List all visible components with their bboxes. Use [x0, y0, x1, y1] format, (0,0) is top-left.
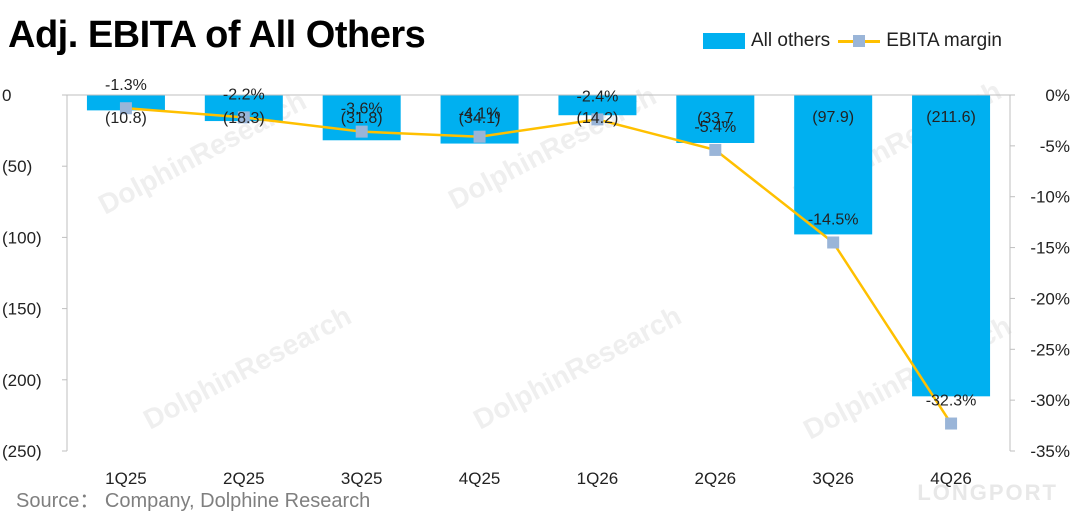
y-right-tick-label: -20%	[1030, 289, 1070, 308]
bar-4q26	[912, 95, 991, 397]
bar-1q26	[558, 95, 637, 116]
y-right-tick-label: -15%	[1030, 239, 1070, 258]
y-left-tick-label: (100)	[2, 228, 42, 247]
x-tick-label: 2Q26	[695, 469, 737, 488]
bar-value-label: (14.2)	[577, 110, 619, 127]
y-left-tick-label: (200)	[2, 371, 42, 390]
margin-marker-2q26	[709, 143, 722, 156]
x-tick-label: 1Q25	[105, 469, 147, 488]
bar-value-label: (211.6)	[926, 109, 976, 126]
margin-value-label: -4.1%	[459, 106, 501, 123]
bar-value-label: (10.8)	[105, 110, 147, 127]
margin-marker-1q26	[591, 113, 604, 126]
y-right-tick-label: -30%	[1030, 391, 1070, 410]
y-left-tick-label: (50)	[2, 157, 32, 176]
margin-value-label: -3.6%	[341, 101, 383, 118]
bar-value-label: (18.3)	[223, 110, 265, 127]
x-tick-label: 4Q25	[459, 469, 501, 488]
x-tick-label: 4Q26	[930, 469, 972, 488]
margin-value-label: -14.5%	[808, 211, 859, 228]
legend-label-bars: All others	[750, 30, 831, 51]
legend: All others EBITA margin	[702, 30, 1002, 52]
margin-value-label: -2.4%	[577, 88, 619, 105]
x-tick-label: 2Q25	[223, 469, 265, 488]
legend-item-bars: All others	[702, 30, 831, 52]
bar-value-label: (33.7	[697, 110, 734, 127]
y-left-tick-label: 0	[2, 86, 11, 105]
watermark-layer: DolphinResearch DolphinResearchDolphinRes…	[93, 75, 1016, 445]
margin-marker-1q25	[119, 102, 132, 115]
y-left-tick-label: (250)	[2, 442, 42, 461]
bar-value-label: (97.9)	[812, 109, 854, 126]
x-tick-label: 1Q26	[577, 469, 619, 488]
watermark-text: DolphinResearch	[468, 300, 686, 435]
brand-watermark: LONGPORT	[917, 480, 1058, 505]
bar-value-label: (31.8)	[341, 110, 383, 127]
source-note: Source： Company, Dolphine Research	[16, 490, 371, 512]
margin-marker-3q26	[827, 236, 840, 249]
data-labels-layer: (10.8) (18.3) (31.8) (34.1) (14.2) (33.7 (97.9…	[105, 77, 976, 409]
margin-marker-3q25	[355, 125, 368, 138]
chart-title: Adj. EBITA of All Others	[8, 14, 426, 56]
watermark-text: DolphinResearch	[138, 300, 356, 435]
margin-value-label: -1.3%	[105, 77, 147, 94]
x-tick-label: 3Q25	[341, 469, 383, 488]
margin-marker-4q25	[473, 130, 486, 143]
y-right-tick-label: -10%	[1030, 188, 1070, 207]
x-tick-label: 3Q26	[812, 469, 854, 488]
margin-value-label: -32.3%	[926, 393, 977, 410]
y-left-tick-label: (150)	[2, 300, 42, 319]
legend-swatch-line	[838, 33, 881, 49]
margin-value-label: -5.4%	[694, 119, 736, 136]
margin-line-layer	[119, 102, 958, 430]
axes-layer: 0 (50) (100) (150) (200) (250) 0% -5% -10% -15% -2…	[2, 86, 1070, 488]
y-right-tick-label: -35%	[1030, 442, 1070, 461]
bar-2q26	[676, 95, 755, 143]
margin-marker-2q25	[237, 111, 250, 124]
margin-line	[125, 106, 953, 425]
legend-label-line: EBITA margin	[886, 30, 1002, 51]
margin-value-label: -2.2%	[223, 86, 265, 103]
legend-item-line: EBITA margin	[838, 30, 1002, 52]
y-right-tick-label: -5%	[1040, 137, 1070, 156]
y-right-tick-label: 0%	[1045, 86, 1070, 105]
legend-swatch-bar	[702, 33, 745, 49]
bar-3q26	[794, 95, 873, 235]
y-right-tick-label: -25%	[1030, 340, 1070, 359]
margin-marker-4q26	[945, 417, 958, 430]
bar-value-label: (34.1)	[459, 110, 501, 127]
